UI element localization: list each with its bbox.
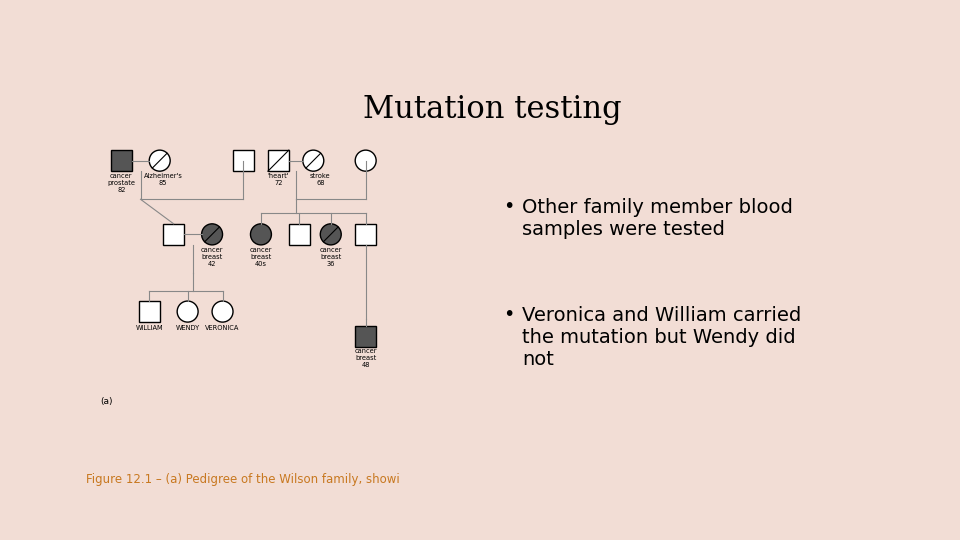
Text: Other family member blood
samples were tested: Other family member blood samples were t… — [522, 198, 793, 239]
Bar — [110, 150, 132, 171]
Circle shape — [212, 301, 233, 322]
Text: Mutation testing: Mutation testing — [363, 94, 621, 125]
Circle shape — [321, 224, 341, 245]
Text: •: • — [503, 197, 515, 215]
Text: cancer
breast
40s: cancer breast 40s — [250, 247, 273, 267]
Circle shape — [302, 150, 324, 171]
Text: cancer
breast
36: cancer breast 36 — [320, 247, 342, 267]
Bar — [355, 224, 376, 245]
Text: •: • — [503, 305, 515, 323]
Text: WILLIAM: WILLIAM — [135, 325, 163, 331]
Bar — [268, 150, 289, 171]
Circle shape — [202, 224, 223, 245]
Text: WENDY: WENDY — [176, 325, 200, 331]
Text: Alzheimer's
85: Alzheimer's 85 — [144, 173, 182, 186]
Text: Veronica and William carried
the mutation but Wendy did
not: Veronica and William carried the mutatio… — [522, 306, 801, 369]
Text: cancer
breast
48: cancer breast 48 — [354, 348, 377, 368]
Circle shape — [149, 150, 170, 171]
Text: cancer
breast
42: cancer breast 42 — [201, 247, 224, 267]
Bar — [163, 224, 184, 245]
Bar — [139, 301, 159, 322]
Bar — [355, 326, 376, 347]
Text: (a): (a) — [101, 397, 113, 406]
Circle shape — [355, 150, 376, 171]
Text: cancer
prostate
82: cancer prostate 82 — [108, 173, 135, 193]
Bar — [289, 224, 310, 245]
Circle shape — [251, 224, 272, 245]
Text: Figure 12.1 – (a) Pedigree of the Wilson family, showi: Figure 12.1 – (a) Pedigree of the Wilson… — [86, 472, 400, 485]
Bar — [233, 150, 254, 171]
Circle shape — [178, 301, 198, 322]
Text: 'heart'
72: 'heart' 72 — [268, 173, 289, 186]
Text: stroke
68: stroke 68 — [310, 173, 330, 186]
Text: VERONICA: VERONICA — [205, 325, 240, 331]
